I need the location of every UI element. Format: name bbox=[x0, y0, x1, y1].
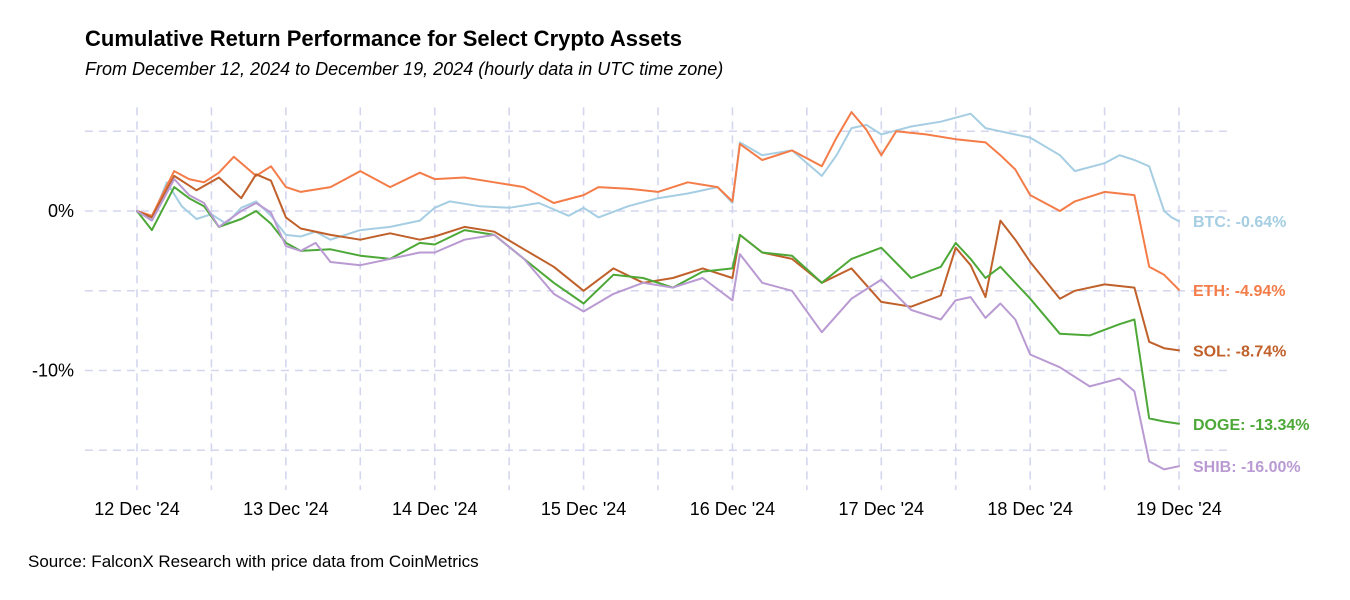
x-tick-label: 16 Dec '24 bbox=[690, 499, 776, 519]
sol-end-label: SOL: -8.74% bbox=[1193, 343, 1286, 360]
eth-end-label: ETH: -4.94% bbox=[1193, 283, 1285, 300]
source-note: Source: FalconX Research with price data… bbox=[28, 552, 479, 571]
x-tick-label: 13 Dec '24 bbox=[243, 499, 329, 519]
btc-line bbox=[136, 112, 1180, 241]
shib-end-label: SHIB: -16.00% bbox=[1193, 459, 1301, 476]
x-tick-label: 12 Dec '24 bbox=[94, 499, 180, 519]
x-tick-label: 14 Dec '24 bbox=[392, 499, 478, 519]
eth-line bbox=[136, 111, 1180, 291]
y-tick-label: 0% bbox=[48, 201, 74, 221]
x-tick-label: 17 Dec '24 bbox=[839, 499, 925, 519]
chart-title: Cumulative Return Performance for Select… bbox=[85, 26, 683, 51]
sol-line bbox=[136, 173, 1180, 352]
x-tick-label: 18 Dec '24 bbox=[987, 499, 1073, 519]
chart-subtitle: From December 12, 2024 to December 19, 2… bbox=[85, 59, 724, 79]
shib-line bbox=[136, 178, 1180, 471]
btc-end-label: BTC: -0.64% bbox=[1193, 214, 1286, 231]
x-tick-label: 15 Dec '24 bbox=[541, 499, 627, 519]
x-tick-label: 19 Dec '24 bbox=[1136, 499, 1222, 519]
y-tick-label: -10% bbox=[32, 361, 74, 381]
doge-end-label: DOGE: -13.34% bbox=[1193, 417, 1309, 434]
